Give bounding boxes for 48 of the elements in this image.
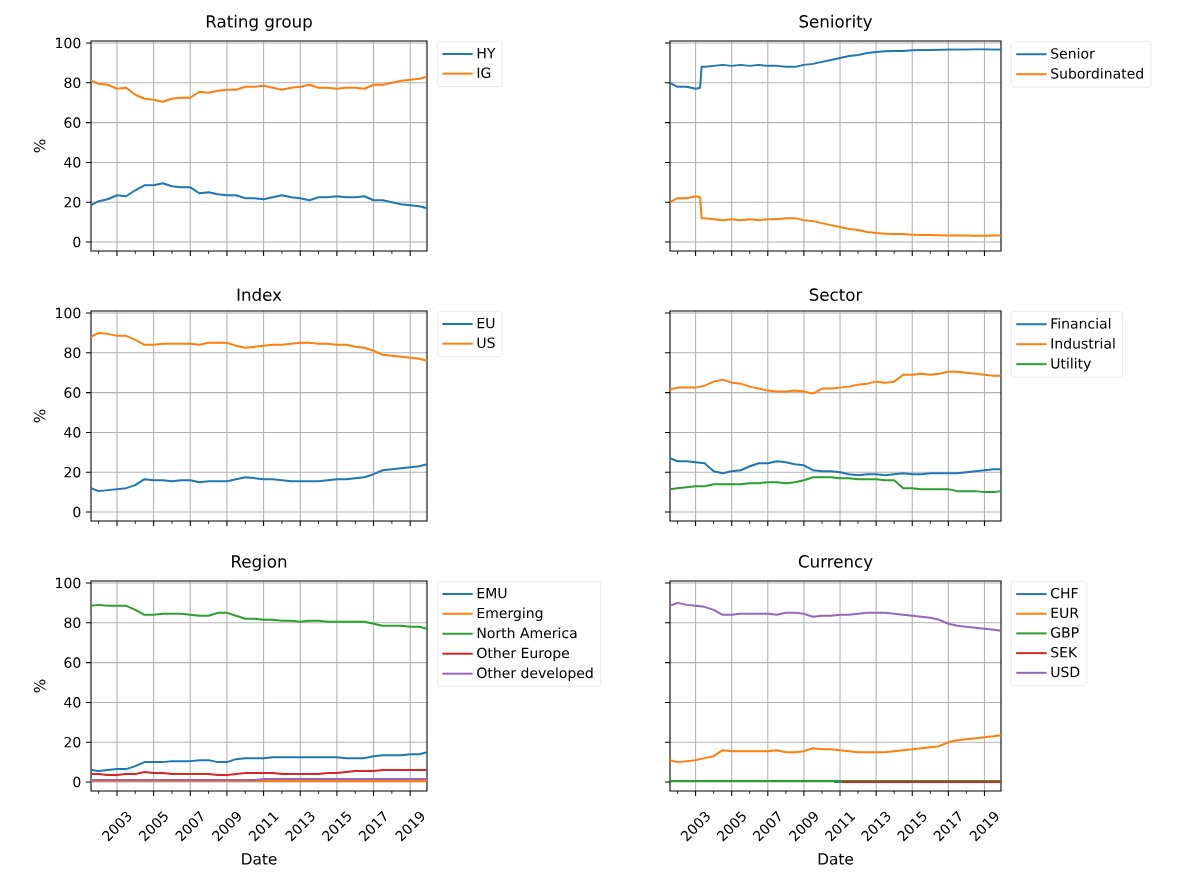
- legend-label: US: [477, 337, 495, 349]
- legend-label: Other developed: [477, 667, 593, 681]
- y-tick-label: 0: [73, 236, 81, 248]
- y-tick-label: 80: [64, 347, 81, 359]
- chart-title: Index: [237, 288, 282, 301]
- y-tick-label: 40: [64, 427, 81, 438]
- legend-label: HY: [477, 47, 496, 59]
- y-tick-label: 60: [64, 657, 81, 668]
- y-axis-title: %: [33, 139, 46, 153]
- chart-title: Seniority: [799, 14, 873, 31]
- y-tick-label: 100: [56, 37, 81, 49]
- legend-label: North America: [477, 627, 577, 639]
- y-tick-label: 80: [64, 77, 81, 89]
- x-axis-title: Date: [818, 853, 854, 865]
- legend-label: CHF: [1051, 587, 1078, 599]
- chart-title: Sector: [809, 288, 863, 301]
- chart-title: Region: [232, 554, 287, 571]
- legend-label: Industrial: [1051, 337, 1115, 349]
- chart-title: Rating group: [206, 14, 312, 31]
- y-tick-label: 60: [64, 387, 81, 398]
- chart-title: Currency: [798, 555, 873, 571]
- y-tick-label: 100: [56, 577, 81, 589]
- legend-label: Emerging: [477, 607, 543, 621]
- legend-label: USD: [1051, 666, 1080, 678]
- y-tick-label: 60: [64, 117, 81, 128]
- legend-label: EU: [477, 317, 495, 329]
- legend-label: Other Europe: [477, 647, 570, 661]
- y-tick-label: 0: [73, 776, 81, 788]
- legend-label: Utility: [1051, 357, 1091, 372]
- legend-label: SEK: [1051, 646, 1078, 658]
- y-tick-label: 20: [64, 196, 81, 208]
- y-tick-label: 100: [56, 307, 81, 319]
- legend-label: Senior: [1051, 47, 1095, 59]
- y-axis-title: %: [33, 409, 46, 423]
- y-axis-title: %: [33, 679, 46, 693]
- y-tick-label: 20: [64, 466, 81, 478]
- legend-label: EUR: [1051, 607, 1079, 619]
- y-tick-label: 0: [73, 506, 81, 518]
- legend-label: GBP: [1051, 627, 1079, 638]
- y-tick-label: 40: [64, 697, 81, 708]
- legend-label: EMU: [477, 587, 507, 599]
- y-tick-label: 80: [64, 617, 81, 629]
- y-tick-label: 20: [64, 736, 81, 748]
- y-tick-label: 40: [64, 157, 81, 168]
- legend-label: Financial: [1051, 317, 1111, 329]
- x-axis-title: Date: [242, 853, 277, 865]
- legend-label: Subordinated: [1051, 67, 1143, 79]
- legend-label: IG: [477, 67, 491, 79]
